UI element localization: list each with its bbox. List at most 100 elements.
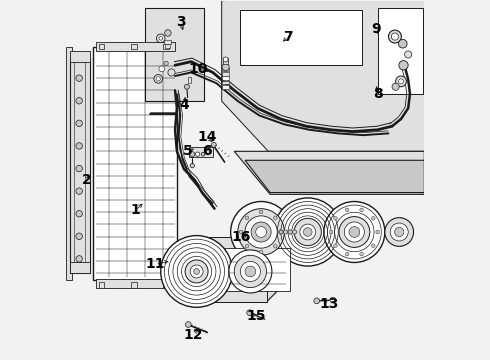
Circle shape bbox=[76, 188, 82, 194]
Bar bbox=[163, 282, 169, 288]
Text: 8: 8 bbox=[373, 87, 383, 101]
Circle shape bbox=[344, 222, 365, 242]
Text: 4: 4 bbox=[179, 98, 189, 112]
Polygon shape bbox=[184, 237, 288, 302]
Text: 12: 12 bbox=[183, 328, 203, 342]
Circle shape bbox=[165, 30, 171, 36]
Circle shape bbox=[251, 222, 271, 242]
Circle shape bbox=[345, 252, 349, 256]
Circle shape bbox=[76, 120, 82, 127]
Circle shape bbox=[211, 142, 216, 147]
Bar bbox=[131, 282, 137, 288]
Circle shape bbox=[194, 269, 199, 274]
Bar bbox=[166, 44, 171, 48]
Bar bbox=[184, 237, 267, 302]
Circle shape bbox=[164, 61, 168, 66]
Circle shape bbox=[156, 34, 165, 42]
Circle shape bbox=[349, 226, 360, 237]
Circle shape bbox=[245, 216, 249, 220]
Bar bbox=[70, 58, 90, 273]
Bar bbox=[131, 44, 137, 49]
Circle shape bbox=[392, 83, 399, 90]
Circle shape bbox=[234, 255, 267, 288]
Circle shape bbox=[314, 298, 319, 304]
Text: 15: 15 bbox=[246, 309, 266, 323]
Circle shape bbox=[390, 223, 408, 241]
Bar bbox=[222, 85, 229, 89]
Bar bbox=[93, 47, 177, 280]
Circle shape bbox=[76, 165, 82, 172]
Circle shape bbox=[395, 76, 406, 87]
Circle shape bbox=[394, 227, 404, 237]
Bar bbox=[240, 10, 362, 65]
Bar bbox=[96, 279, 175, 288]
Bar bbox=[222, 72, 229, 76]
Circle shape bbox=[245, 244, 249, 248]
Circle shape bbox=[293, 230, 296, 234]
Circle shape bbox=[240, 261, 260, 282]
Bar bbox=[188, 77, 191, 83]
Circle shape bbox=[392, 33, 398, 40]
Bar bbox=[164, 40, 171, 44]
Text: 9: 9 bbox=[371, 22, 381, 36]
Bar bbox=[378, 8, 422, 94]
Circle shape bbox=[279, 230, 283, 234]
Circle shape bbox=[76, 98, 82, 104]
Circle shape bbox=[385, 218, 414, 246]
Bar bbox=[98, 44, 104, 49]
Bar bbox=[222, 81, 229, 84]
Polygon shape bbox=[221, 0, 432, 151]
Circle shape bbox=[190, 163, 195, 168]
Circle shape bbox=[334, 244, 337, 247]
Circle shape bbox=[184, 84, 190, 89]
Text: 10: 10 bbox=[189, 62, 208, 76]
Circle shape bbox=[405, 51, 412, 58]
Bar bbox=[222, 68, 229, 71]
Bar bbox=[222, 76, 229, 80]
Bar bbox=[163, 44, 169, 49]
Bar bbox=[67, 47, 72, 280]
Text: 14: 14 bbox=[197, 130, 217, 144]
Text: 7: 7 bbox=[283, 30, 293, 44]
Circle shape bbox=[288, 230, 293, 234]
Circle shape bbox=[398, 40, 407, 48]
Circle shape bbox=[360, 208, 364, 212]
Circle shape bbox=[283, 230, 288, 234]
Circle shape bbox=[161, 235, 232, 307]
Polygon shape bbox=[234, 151, 424, 194]
Circle shape bbox=[76, 211, 82, 217]
Circle shape bbox=[156, 77, 160, 81]
Circle shape bbox=[190, 265, 203, 278]
Circle shape bbox=[159, 66, 165, 72]
Circle shape bbox=[389, 30, 401, 43]
Text: 3: 3 bbox=[175, 15, 185, 29]
Circle shape bbox=[196, 152, 200, 156]
Circle shape bbox=[294, 219, 321, 246]
Circle shape bbox=[300, 224, 316, 240]
Circle shape bbox=[334, 216, 337, 220]
Text: 5: 5 bbox=[183, 144, 193, 158]
Text: 1: 1 bbox=[131, 203, 141, 217]
Circle shape bbox=[159, 37, 163, 40]
Bar bbox=[70, 262, 90, 273]
Circle shape bbox=[168, 69, 175, 76]
Circle shape bbox=[222, 63, 229, 71]
Circle shape bbox=[273, 244, 277, 248]
Circle shape bbox=[76, 75, 82, 81]
Circle shape bbox=[273, 216, 277, 220]
Circle shape bbox=[259, 250, 263, 254]
Circle shape bbox=[239, 230, 243, 234]
Circle shape bbox=[154, 75, 163, 83]
Circle shape bbox=[376, 230, 379, 234]
Circle shape bbox=[256, 226, 267, 237]
Circle shape bbox=[245, 216, 277, 248]
Circle shape bbox=[245, 266, 256, 277]
Circle shape bbox=[185, 260, 208, 283]
Circle shape bbox=[190, 152, 195, 157]
Bar bbox=[70, 51, 90, 62]
Circle shape bbox=[76, 143, 82, 149]
Text: 11: 11 bbox=[146, 257, 165, 271]
Bar bbox=[98, 282, 104, 288]
Circle shape bbox=[371, 244, 375, 247]
Circle shape bbox=[223, 57, 228, 62]
